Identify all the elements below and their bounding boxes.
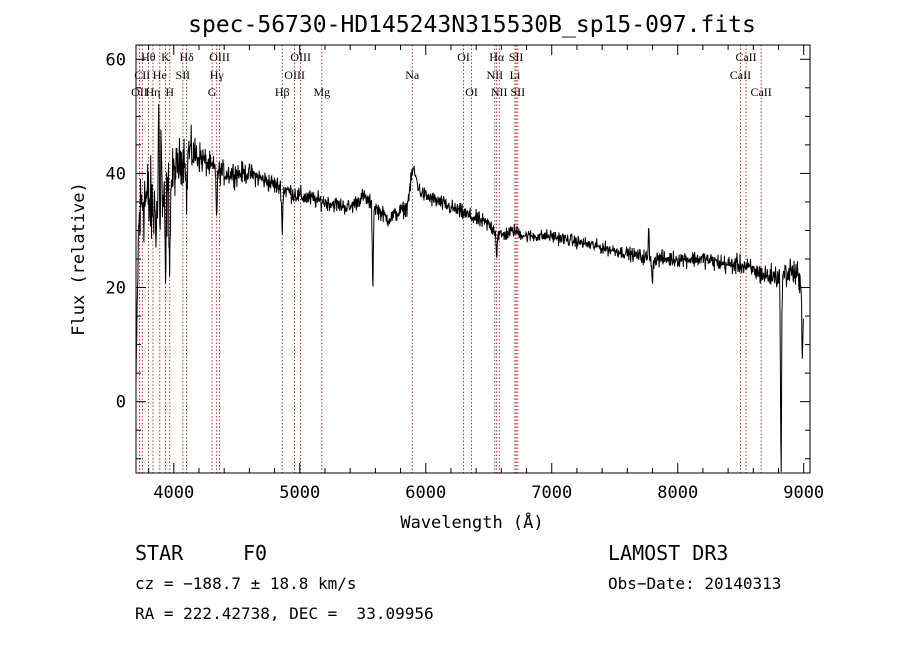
- coordinates: RA = 222.42738, DEC = 33.09956: [135, 604, 434, 623]
- line-label: K: [161, 50, 170, 64]
- x-tick-label: 8000: [657, 483, 698, 503]
- line-label: Hβ: [275, 85, 290, 99]
- observation-date: Obs−Date: 20140313: [608, 574, 782, 593]
- line-label: SII: [509, 50, 524, 64]
- line-label: Mg: [313, 85, 330, 99]
- line-label: OI: [465, 85, 478, 99]
- plot-frame: [135, 44, 811, 474]
- y-tick-label: 60: [106, 50, 126, 70]
- spectrum-line: [135, 104, 804, 473]
- survey-name: LAMOST DR3: [608, 541, 729, 565]
- line-label: Na: [405, 68, 420, 82]
- line-label: Hδ: [179, 50, 194, 64]
- line-label: Hθ: [141, 50, 156, 64]
- y-axis-label: Flux (relative): [69, 182, 89, 336]
- line-label: H: [165, 85, 174, 99]
- line-label: OIII: [284, 68, 305, 82]
- line-label: NII: [486, 68, 503, 82]
- x-tick-label: 9000: [783, 483, 824, 503]
- line-label: G: [208, 85, 217, 99]
- axis-ticks: 4000 5000 6000 7000 8000 9000 0 20 40 60: [106, 45, 824, 503]
- line-label: He: [153, 68, 167, 82]
- line-label: SII: [511, 85, 526, 99]
- line-label: OII: [131, 85, 148, 99]
- line-label: Hγ: [210, 68, 225, 82]
- line-label: NII: [491, 85, 508, 99]
- line-label: OIII: [209, 50, 230, 64]
- chart-title: spec-56730-HD145243N315530B_sp15-097.fit…: [188, 12, 756, 38]
- line-label: Li: [510, 68, 521, 82]
- x-axis-label: Wavelength (Å): [400, 511, 543, 533]
- spectrum-trace: [135, 104, 804, 473]
- y-tick-label: 40: [106, 164, 126, 184]
- line-label: Hα: [489, 50, 505, 64]
- x-tick-label: 7000: [531, 483, 572, 503]
- line-label: CaII: [735, 50, 756, 64]
- line-markers: OIIHθCIIHηHeKHSIIHδGHγOIIIHβOIIIOIIIMgNa…: [131, 45, 772, 473]
- line-label: OI: [457, 50, 470, 64]
- line-label: CaII: [750, 85, 771, 99]
- line-label: CII: [134, 68, 150, 82]
- line-label: Hη: [146, 85, 161, 99]
- x-tick-label: 5000: [279, 483, 320, 503]
- velocity: cz = −188.7 ± 18.8 km/s: [135, 574, 357, 593]
- y-tick-label: 20: [106, 279, 126, 299]
- y-tick-label: 0: [116, 393, 126, 413]
- line-label: SII: [176, 68, 191, 82]
- x-tick-label: 4000: [153, 483, 194, 503]
- object-subclass: F0: [243, 541, 268, 565]
- object-class: STAR: [135, 541, 184, 565]
- line-label: OIII: [290, 50, 311, 64]
- x-tick-label: 6000: [405, 483, 446, 503]
- line-label: CaII: [730, 68, 751, 82]
